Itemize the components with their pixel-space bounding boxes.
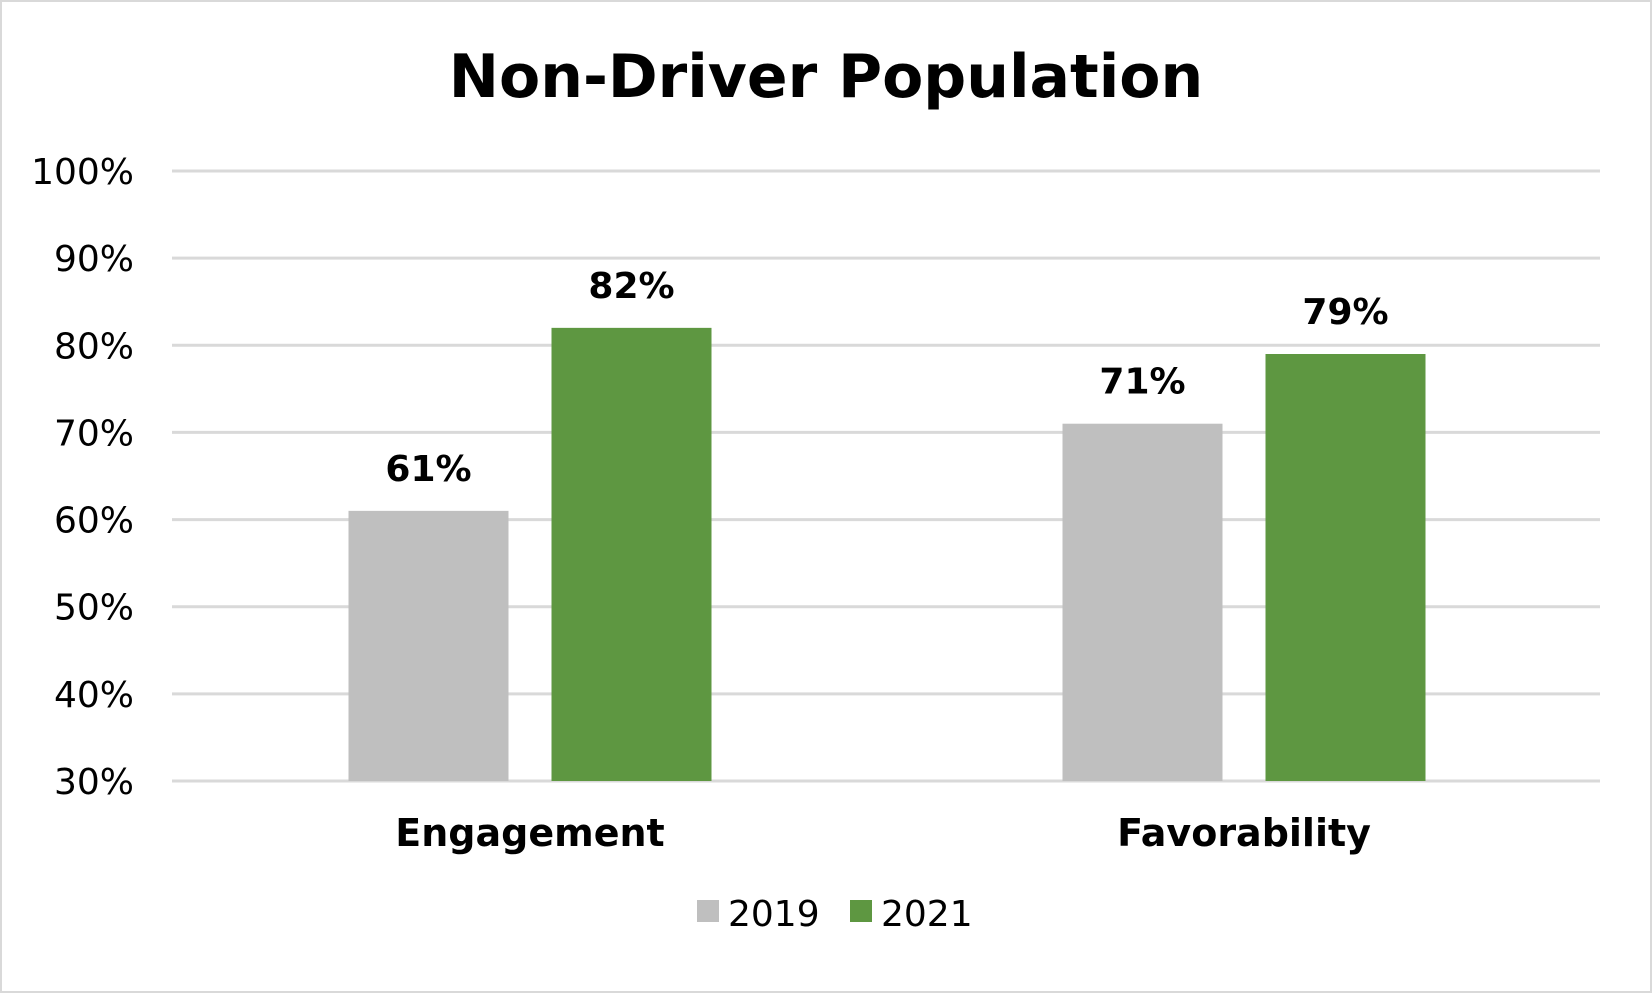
data-labels: 61% 82% 71% 79% xyxy=(385,266,1388,490)
y-axis: 100% 90% 80% 70% 60% 50% 40% 30% xyxy=(31,152,134,803)
chart-title: Non-Driver Population xyxy=(449,42,1203,112)
bars xyxy=(348,327,1426,781)
data-label: 79% xyxy=(1302,292,1388,333)
y-tick-label: 60% xyxy=(54,501,134,542)
y-tick-label: 70% xyxy=(54,413,134,454)
y-tick-label: 40% xyxy=(54,675,134,716)
y-tick-label: 100% xyxy=(31,152,134,193)
bar-2019-favorability xyxy=(1062,423,1223,781)
legend-label: 2019 xyxy=(728,894,820,935)
y-tick-label: 50% xyxy=(54,588,134,629)
legend-swatch xyxy=(850,900,872,922)
data-label: 71% xyxy=(1099,362,1185,403)
bar-2021-engagement xyxy=(551,327,712,781)
bar-2019-engagement xyxy=(348,510,509,781)
y-tick-label: 90% xyxy=(54,239,134,280)
y-tick-label: 30% xyxy=(54,762,134,803)
data-label: 82% xyxy=(588,266,674,307)
bar-2021-favorability xyxy=(1265,354,1426,781)
legend-swatch xyxy=(697,900,719,922)
legend: 2019 2021 xyxy=(697,894,973,935)
legend-label: 2021 xyxy=(881,894,973,935)
y-tick-label: 80% xyxy=(54,326,134,367)
data-label: 61% xyxy=(385,449,471,490)
x-category-label: Engagement xyxy=(395,811,664,855)
x-axis: Engagement Favorability xyxy=(395,811,1371,855)
x-category-label: Favorability xyxy=(1117,811,1371,855)
